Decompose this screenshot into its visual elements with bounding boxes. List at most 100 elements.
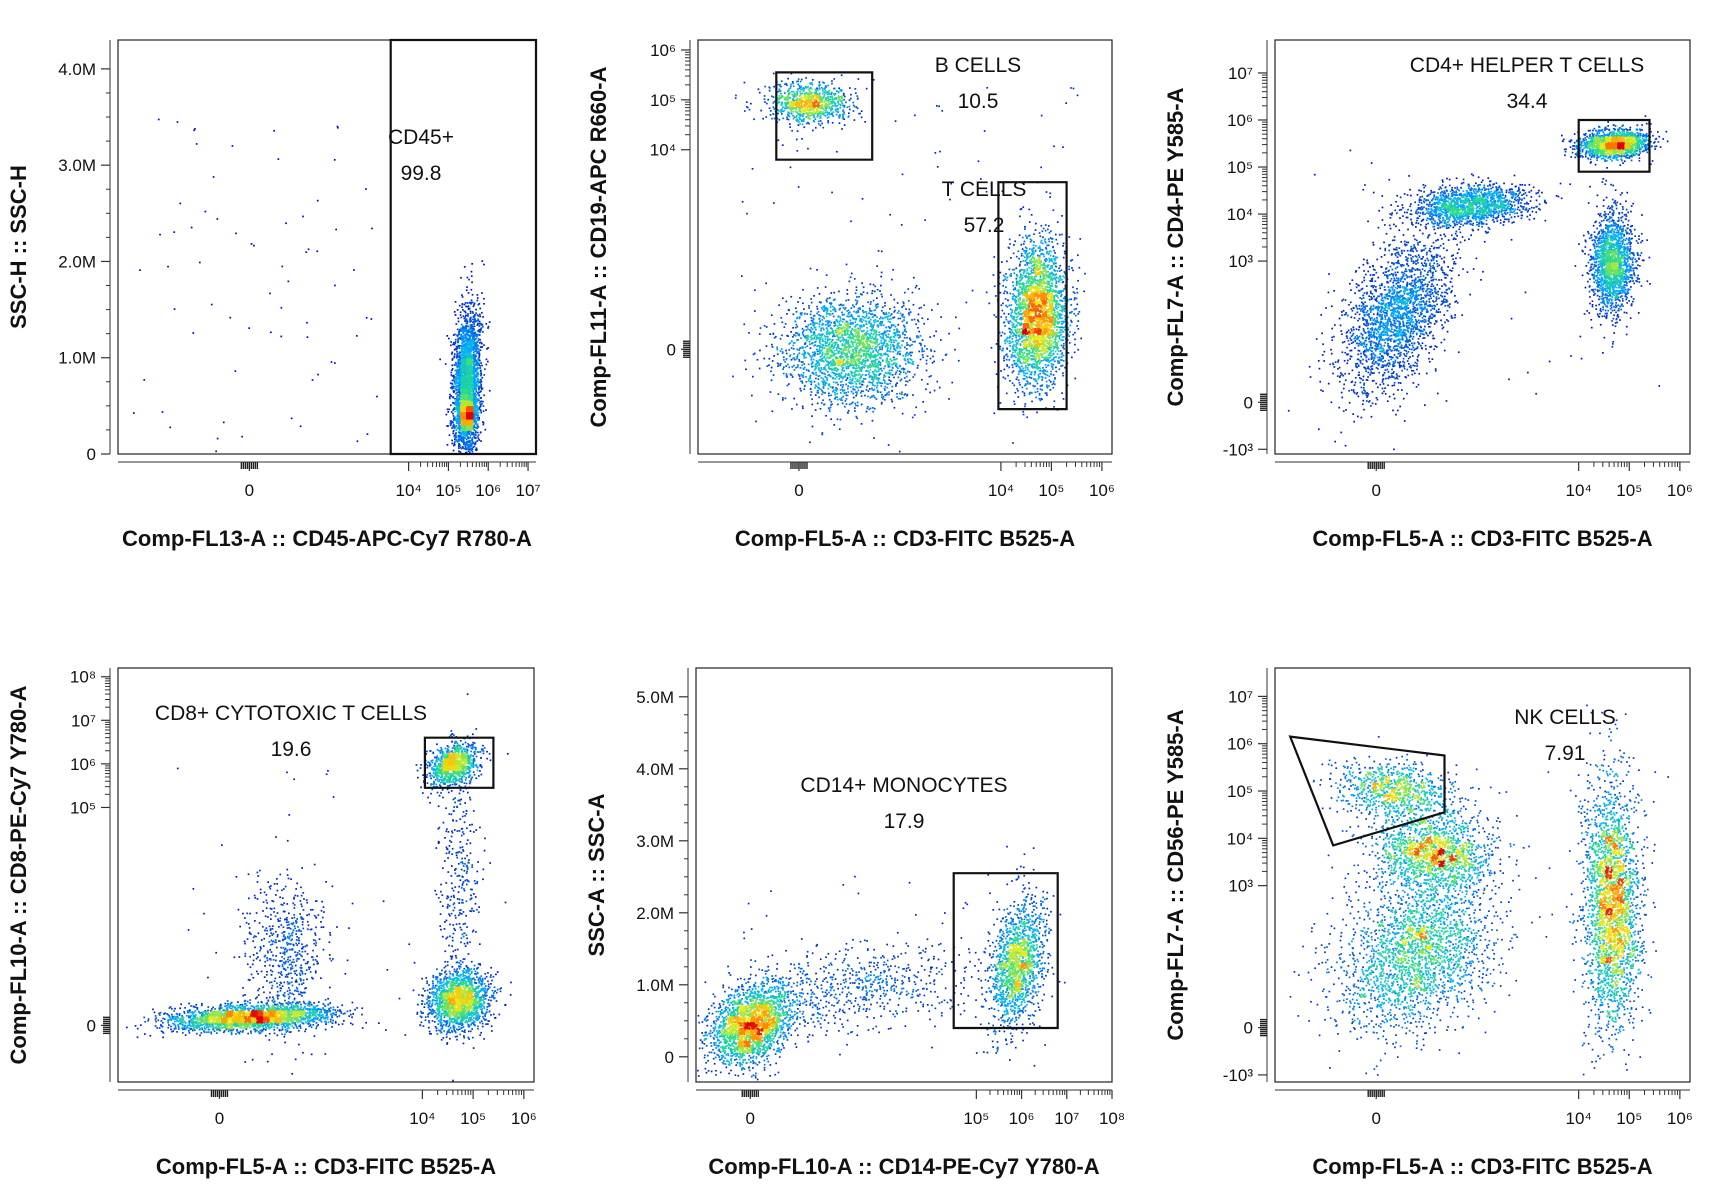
event-dot: [455, 370, 457, 372]
event-dot: [474, 433, 476, 435]
event-dot: [445, 363, 447, 365]
event-dot: [474, 364, 476, 366]
event-dot: [288, 281, 290, 283]
event-dot: [439, 359, 441, 361]
event-dot: [483, 374, 485, 376]
event-dot: [468, 326, 470, 328]
event-dot: [461, 294, 463, 296]
event-dot: [481, 260, 483, 262]
event-dot: [481, 343, 483, 345]
event-dot: [453, 387, 455, 389]
event-dot: [457, 345, 459, 347]
event-dot: [143, 379, 145, 381]
event-dot: [251, 243, 253, 245]
event-dot: [452, 422, 454, 424]
event-dot: [461, 343, 463, 345]
event-dot: [280, 336, 282, 338]
event-dot: [470, 448, 472, 450]
event-dot: [462, 441, 464, 443]
event-dot: [460, 311, 462, 313]
event-dot: [463, 339, 465, 341]
event-dot: [452, 433, 454, 435]
event-dot: [480, 375, 482, 377]
event-dot: [485, 409, 487, 411]
event-dot: [458, 354, 460, 356]
event-dot: [459, 426, 461, 428]
event-dot: [464, 445, 466, 447]
event-dot: [456, 355, 458, 357]
event-dot: [353, 269, 355, 271]
event-dot: [453, 408, 455, 410]
event-dot: [455, 401, 457, 403]
event-dot: [483, 303, 485, 305]
event-dot: [454, 441, 456, 443]
event-dot: [452, 375, 454, 377]
event-dot: [480, 349, 482, 351]
event-dot: [451, 427, 453, 429]
event-dot: [367, 433, 369, 435]
event-dot: [477, 334, 479, 336]
event-dot: [473, 321, 475, 323]
event-dot: [177, 121, 179, 123]
event-dot: [477, 423, 479, 425]
event-dot: [482, 316, 484, 318]
event-dot: [459, 305, 461, 307]
event-dot: [453, 427, 455, 429]
event-dot: [468, 292, 470, 294]
event-dot: [480, 324, 482, 326]
event-dot: [475, 312, 477, 314]
event-dot: [476, 449, 478, 451]
event-dot: [481, 346, 483, 348]
event-dot: [475, 309, 477, 311]
event-dot: [479, 367, 481, 369]
event-dot: [305, 251, 307, 253]
event-dot: [463, 315, 465, 317]
event-dot: [472, 337, 474, 339]
event-dot: [473, 413, 475, 415]
event-dot: [471, 335, 473, 337]
event-dot: [485, 323, 487, 325]
event-dot: [453, 357, 455, 359]
event-dot: [477, 341, 479, 343]
event-dot: [159, 234, 161, 236]
event-dot: [458, 384, 460, 386]
event-dot: [480, 362, 482, 364]
event-dot: [478, 389, 480, 391]
event-dot: [337, 126, 339, 128]
event-dot: [478, 304, 480, 306]
event-dot: [468, 335, 470, 337]
event-dot: [480, 397, 482, 399]
event-dot: [478, 439, 480, 441]
event-dot: [248, 327, 250, 329]
event-dot: [458, 447, 460, 449]
event-dot: [460, 277, 462, 279]
event-dot: [482, 421, 484, 423]
event-dot: [457, 404, 459, 406]
event-dot: [475, 421, 477, 423]
event-dot: [473, 323, 475, 325]
event-dot: [213, 176, 215, 178]
event-dot: [291, 418, 293, 420]
event-dot: [487, 361, 489, 363]
event-dot: [457, 309, 459, 311]
event-dot: [450, 382, 452, 384]
event-dot: [462, 304, 464, 306]
event-dot: [455, 388, 457, 390]
event-dot: [317, 374, 319, 376]
event-dot: [162, 411, 164, 413]
event-dot: [481, 312, 483, 314]
event-dot: [465, 315, 467, 317]
event-dot: [477, 300, 479, 302]
event-dot: [232, 145, 234, 147]
event-dot: [470, 310, 472, 312]
event-dot: [461, 306, 463, 308]
event-dot: [466, 286, 468, 288]
event-dot: [458, 321, 460, 323]
event-dot: [463, 342, 465, 344]
event-dot: [457, 339, 459, 341]
event-dot: [453, 445, 455, 447]
event-dot: [471, 271, 473, 273]
event-dot: [465, 325, 467, 327]
event-dot: [479, 402, 481, 404]
event-dot: [468, 279, 470, 281]
